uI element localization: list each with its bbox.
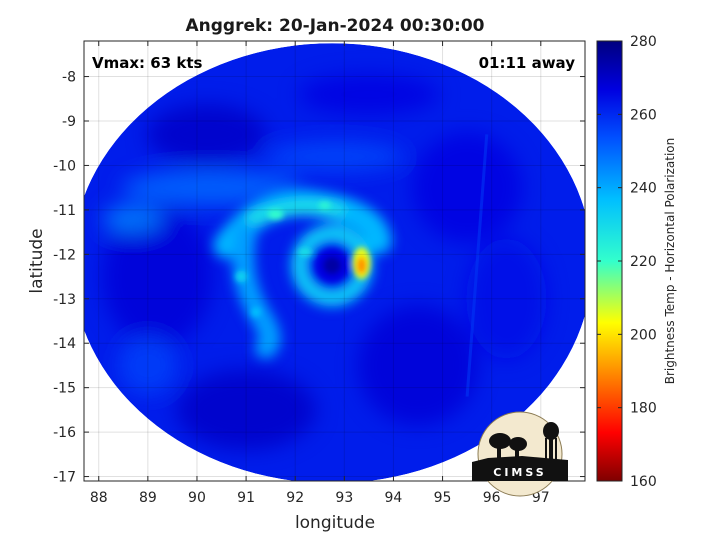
colorbar-ticks: 160 180 200 220 240 260 280 [597,34,657,490]
y-axis-label: latitude [27,228,47,293]
colorbar-tick-label: 160 [630,474,657,490]
chart-title: Anggrek: 20-Jan-2024 00:30:00 [185,16,484,36]
x-tick-label: 96 [483,490,501,506]
y-tick-label: -11 [53,203,76,219]
colorbar-tick-label: 180 [630,401,657,417]
y-tick-label: -15 [53,381,76,397]
microwave-swath [84,43,585,481]
x-axis-label: longitude [295,513,375,533]
colorbar-tick-label: 260 [630,107,657,123]
y-tick-label: -10 [53,158,76,174]
colorbar [596,40,623,482]
y-tick-label: -17 [53,470,76,486]
logo-text: CIMSS [493,466,546,479]
swath-image [84,43,585,481]
vmax-annotation: Vmax: 63 kts [92,54,202,72]
water-tower-icon [543,422,559,462]
x-tick-label: 93 [335,490,353,506]
y-tick-label: -12 [53,247,76,263]
x-tick-label: 95 [434,490,452,506]
x-tick-label: 94 [385,490,403,506]
time-offset-annotation: 01:11 away [479,54,576,72]
grid-lines [84,41,585,481]
x-tick-label: 90 [188,490,206,506]
y-tick-label: -8 [62,70,76,86]
axis-ticks: 88 89 90 91 92 93 94 95 96 97 -8 -9 -10 -11 -12 -13 -14 -… [53,41,585,506]
plot-frame [83,40,586,482]
colorbar-label: Brightness Temp - Horizontal Polarizatio… [663,138,677,385]
colorbar-tick-label: 280 [630,34,657,50]
satellite-dish-icon [489,433,527,462]
x-tick-label: 88 [90,490,108,506]
y-tick-label: -14 [53,336,76,352]
y-tick-label: -16 [53,425,76,441]
x-tick-label: 89 [139,490,157,506]
y-tick-label: -13 [53,292,76,308]
cimss-logo: CIMSS [472,411,568,497]
colorbar-tick-label: 240 [630,181,657,197]
x-tick-label: 92 [286,490,304,506]
colorbar-tick-label: 220 [630,254,657,270]
colorbar-tick-label: 200 [630,327,657,343]
y-tick-label: -9 [62,114,76,130]
x-tick-label: 91 [237,490,255,506]
x-tick-label: 97 [532,490,550,506]
